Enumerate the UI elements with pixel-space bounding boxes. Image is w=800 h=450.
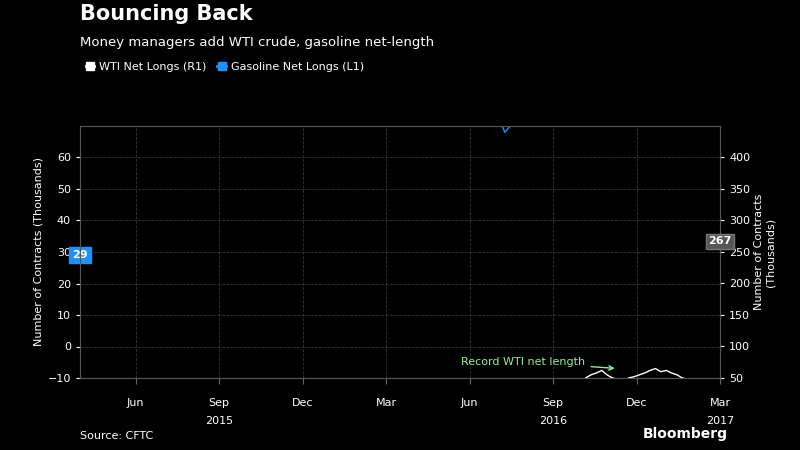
Text: Sep: Sep [542, 398, 563, 408]
Y-axis label: Number of Contracts
(Thousands): Number of Contracts (Thousands) [754, 194, 776, 310]
Text: Bloomberg: Bloomberg [643, 427, 728, 441]
Text: Money managers add WTI crude, gasoline net-length: Money managers add WTI crude, gasoline n… [80, 36, 434, 49]
Text: Source: CFTC: Source: CFTC [80, 431, 154, 441]
Y-axis label: Number of Contracts (Thousands): Number of Contracts (Thousands) [34, 158, 43, 346]
Text: Jun: Jun [461, 398, 478, 408]
Text: Dec: Dec [292, 398, 314, 408]
Text: 2016: 2016 [539, 416, 567, 426]
Text: 2017: 2017 [706, 416, 734, 426]
Text: 29: 29 [72, 250, 88, 260]
Text: 267: 267 [708, 236, 732, 246]
Text: Bouncing Back: Bouncing Back [80, 4, 253, 24]
Text: Jun: Jun [127, 398, 145, 408]
Text: Mar: Mar [710, 398, 730, 408]
Text: Dec: Dec [626, 398, 647, 408]
Text: Sep: Sep [209, 398, 230, 408]
Text: 2015: 2015 [205, 416, 233, 426]
Legend: WTI Net Longs (R1), Gasoline Net Longs (L1): WTI Net Longs (R1), Gasoline Net Longs (… [86, 62, 364, 72]
Text: Record WTI net length: Record WTI net length [462, 357, 614, 370]
Text: Mar: Mar [375, 398, 397, 408]
